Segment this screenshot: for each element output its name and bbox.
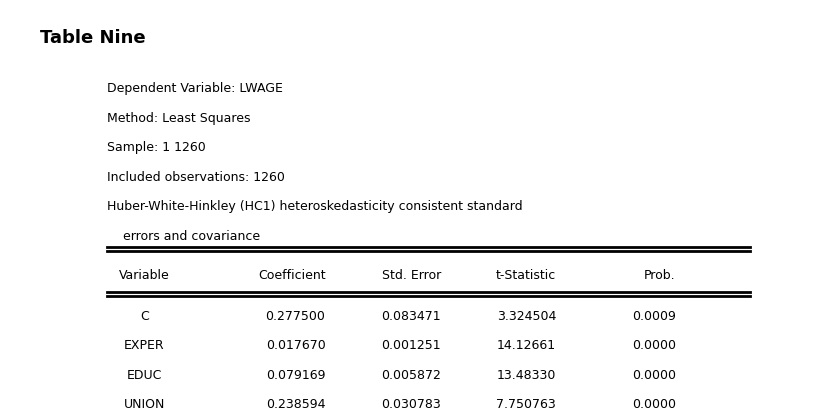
Text: 13.48330: 13.48330: [497, 368, 556, 381]
Text: Variable: Variable: [119, 268, 170, 281]
Text: Sample: 1 1260: Sample: 1 1260: [107, 141, 206, 154]
Text: 0.0000: 0.0000: [632, 397, 676, 409]
Text: 14.12661: 14.12661: [497, 338, 556, 351]
Text: 0.001251: 0.001251: [382, 338, 441, 351]
Text: Prob.: Prob.: [644, 268, 676, 281]
Text: 0.238594: 0.238594: [266, 397, 325, 409]
Text: C: C: [140, 309, 148, 322]
Text: Dependent Variable: LWAGE: Dependent Variable: LWAGE: [107, 82, 283, 95]
Text: 0.005872: 0.005872: [381, 368, 441, 381]
Text: 0.277500: 0.277500: [265, 309, 325, 322]
Text: Coefficient: Coefficient: [258, 268, 325, 281]
Text: Table Nine: Table Nine: [40, 29, 145, 47]
Text: t-Statistic: t-Statistic: [496, 268, 556, 281]
Text: EXPER: EXPER: [124, 338, 165, 351]
Text: 0.0000: 0.0000: [632, 368, 676, 381]
Text: Huber-White-Hinkley (HC1) heteroskedasticity consistent standard: Huber-White-Hinkley (HC1) heteroskedasti…: [107, 200, 522, 213]
Text: Method: Least Squares: Method: Least Squares: [107, 111, 250, 124]
Text: 0.083471: 0.083471: [382, 309, 441, 322]
Text: 0.0009: 0.0009: [632, 309, 676, 322]
Text: Included observations: 1260: Included observations: 1260: [107, 170, 285, 183]
Text: UNION: UNION: [124, 397, 165, 409]
Text: 0.017670: 0.017670: [265, 338, 325, 351]
Text: 7.750763: 7.750763: [496, 397, 556, 409]
Text: 3.324504: 3.324504: [497, 309, 556, 322]
Text: Std. Error: Std. Error: [382, 268, 441, 281]
Text: 0.0000: 0.0000: [632, 338, 676, 351]
Text: 0.030783: 0.030783: [381, 397, 441, 409]
Text: EDUC: EDUC: [127, 368, 162, 381]
Text: 0.079169: 0.079169: [266, 368, 325, 381]
Text: errors and covariance: errors and covariance: [107, 229, 260, 242]
